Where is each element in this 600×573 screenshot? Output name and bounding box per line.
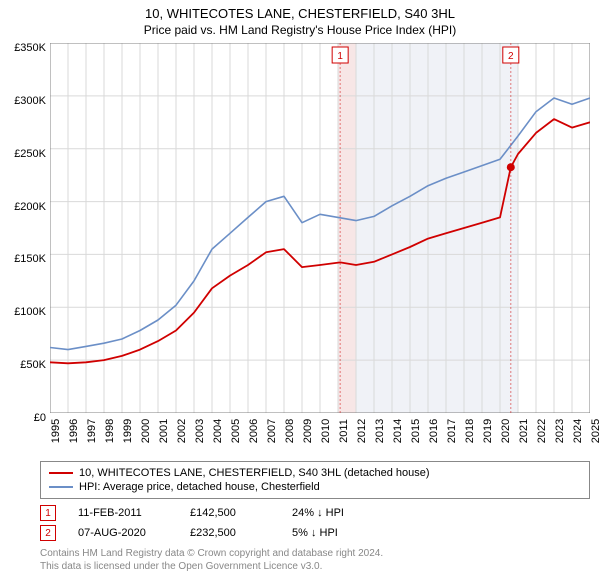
x-tick-label: 2004 (212, 419, 224, 443)
x-tick-label: 2007 (266, 419, 278, 443)
legend-swatch (49, 472, 73, 474)
x-tick-label: 2023 (554, 419, 566, 443)
chart-container: 10, WHITECOTES LANE, CHESTERFIELD, S40 3… (0, 6, 600, 566)
x-tick-label: 2009 (302, 419, 314, 443)
x-tick-label: 2005 (230, 419, 242, 443)
x-tick-label: 2013 (374, 419, 386, 443)
x-tick-label: 2022 (536, 419, 548, 443)
event-date: 11-FEB-2011 (78, 507, 168, 519)
legend: 10, WHITECOTES LANE, CHESTERFIELD, S40 3… (40, 461, 590, 499)
x-tick-label: 1997 (86, 419, 98, 443)
x-tick-label: 1998 (104, 419, 116, 443)
svg-text:2: 2 (508, 51, 514, 62)
event-date: 07-AUG-2020 (78, 527, 168, 539)
footer-line-1: Contains HM Land Registry data © Crown c… (40, 547, 590, 560)
x-tick-label: 1996 (68, 419, 80, 443)
x-tick-label: 2019 (482, 419, 494, 443)
x-tick-label: 2010 (320, 419, 332, 443)
y-tick-label: £250K (6, 148, 46, 160)
event-badge: 2 (40, 525, 56, 541)
y-tick-label: £0 (6, 412, 46, 424)
x-tick-label: 2021 (518, 419, 530, 443)
event-row: 1 11-FEB-2011 £142,500 24% ↓ HPI (40, 503, 600, 523)
x-tick-label: 2016 (428, 419, 440, 443)
y-tick-label: £350K (6, 42, 46, 54)
footer: Contains HM Land Registry data © Crown c… (40, 547, 590, 573)
y-tick-label: £300K (6, 95, 46, 107)
y-tick-label: £100K (6, 306, 46, 318)
events-list: 1 11-FEB-2011 £142,500 24% ↓ HPI 2 07-AUG-202… (0, 503, 600, 543)
x-tick-label: 2006 (248, 419, 260, 443)
x-tick-label: 2017 (446, 419, 458, 443)
x-axis-labels: 1995 1996 1997 1998 1999 2000 2001 2002 2003 2004… (50, 413, 590, 459)
x-tick-label: 2003 (194, 419, 206, 443)
footer-line-2: This data is licensed under the Open Gov… (40, 560, 590, 573)
event-delta: 5% ↓ HPI (292, 527, 338, 539)
y-tick-label: £150K (6, 253, 46, 265)
chart-plot-area: 12 (50, 43, 590, 413)
y-tick-label: £200K (6, 201, 46, 213)
x-tick-label: 2018 (464, 419, 476, 443)
x-tick-label: 2024 (572, 419, 584, 443)
legend-row: 10, WHITECOTES LANE, CHESTERFIELD, S40 3… (49, 466, 581, 480)
legend-swatch (49, 486, 73, 488)
x-tick-label: 2015 (410, 419, 422, 443)
x-tick-label: 2014 (392, 419, 404, 443)
chart-svg: 12 (50, 43, 590, 413)
chart-title: 10, WHITECOTES LANE, CHESTERFIELD, S40 3… (0, 6, 600, 21)
x-tick-label: 1995 (50, 419, 62, 443)
chart-subtitle: Price paid vs. HM Land Registry's House … (0, 23, 600, 37)
x-tick-label: 2011 (338, 419, 350, 443)
event-price: £142,500 (190, 507, 270, 519)
legend-label: 10, WHITECOTES LANE, CHESTERFIELD, S40 3… (79, 467, 430, 479)
x-tick-label: 2008 (284, 419, 296, 443)
x-tick-label: 2002 (176, 419, 188, 443)
x-tick-label: 2025 (590, 419, 600, 443)
legend-label: HPI: Average price, detached house, Ches… (79, 481, 320, 493)
y-axis-labels: £0£50K£100K£150K£200K£250K£300K£350K (6, 48, 46, 418)
svg-text:1: 1 (337, 51, 343, 62)
event-row: 2 07-AUG-2020 £232,500 5% ↓ HPI (40, 523, 600, 543)
x-tick-label: 2020 (500, 419, 512, 443)
event-badge: 1 (40, 505, 56, 521)
x-tick-label: 2012 (356, 419, 368, 443)
x-tick-label: 2000 (140, 419, 152, 443)
event-delta: 24% ↓ HPI (292, 507, 344, 519)
legend-row: HPI: Average price, detached house, Ches… (49, 480, 581, 494)
event-price: £232,500 (190, 527, 270, 539)
x-tick-label: 1999 (122, 419, 134, 443)
x-tick-label: 2001 (158, 419, 170, 443)
y-tick-label: £50K (6, 359, 46, 371)
